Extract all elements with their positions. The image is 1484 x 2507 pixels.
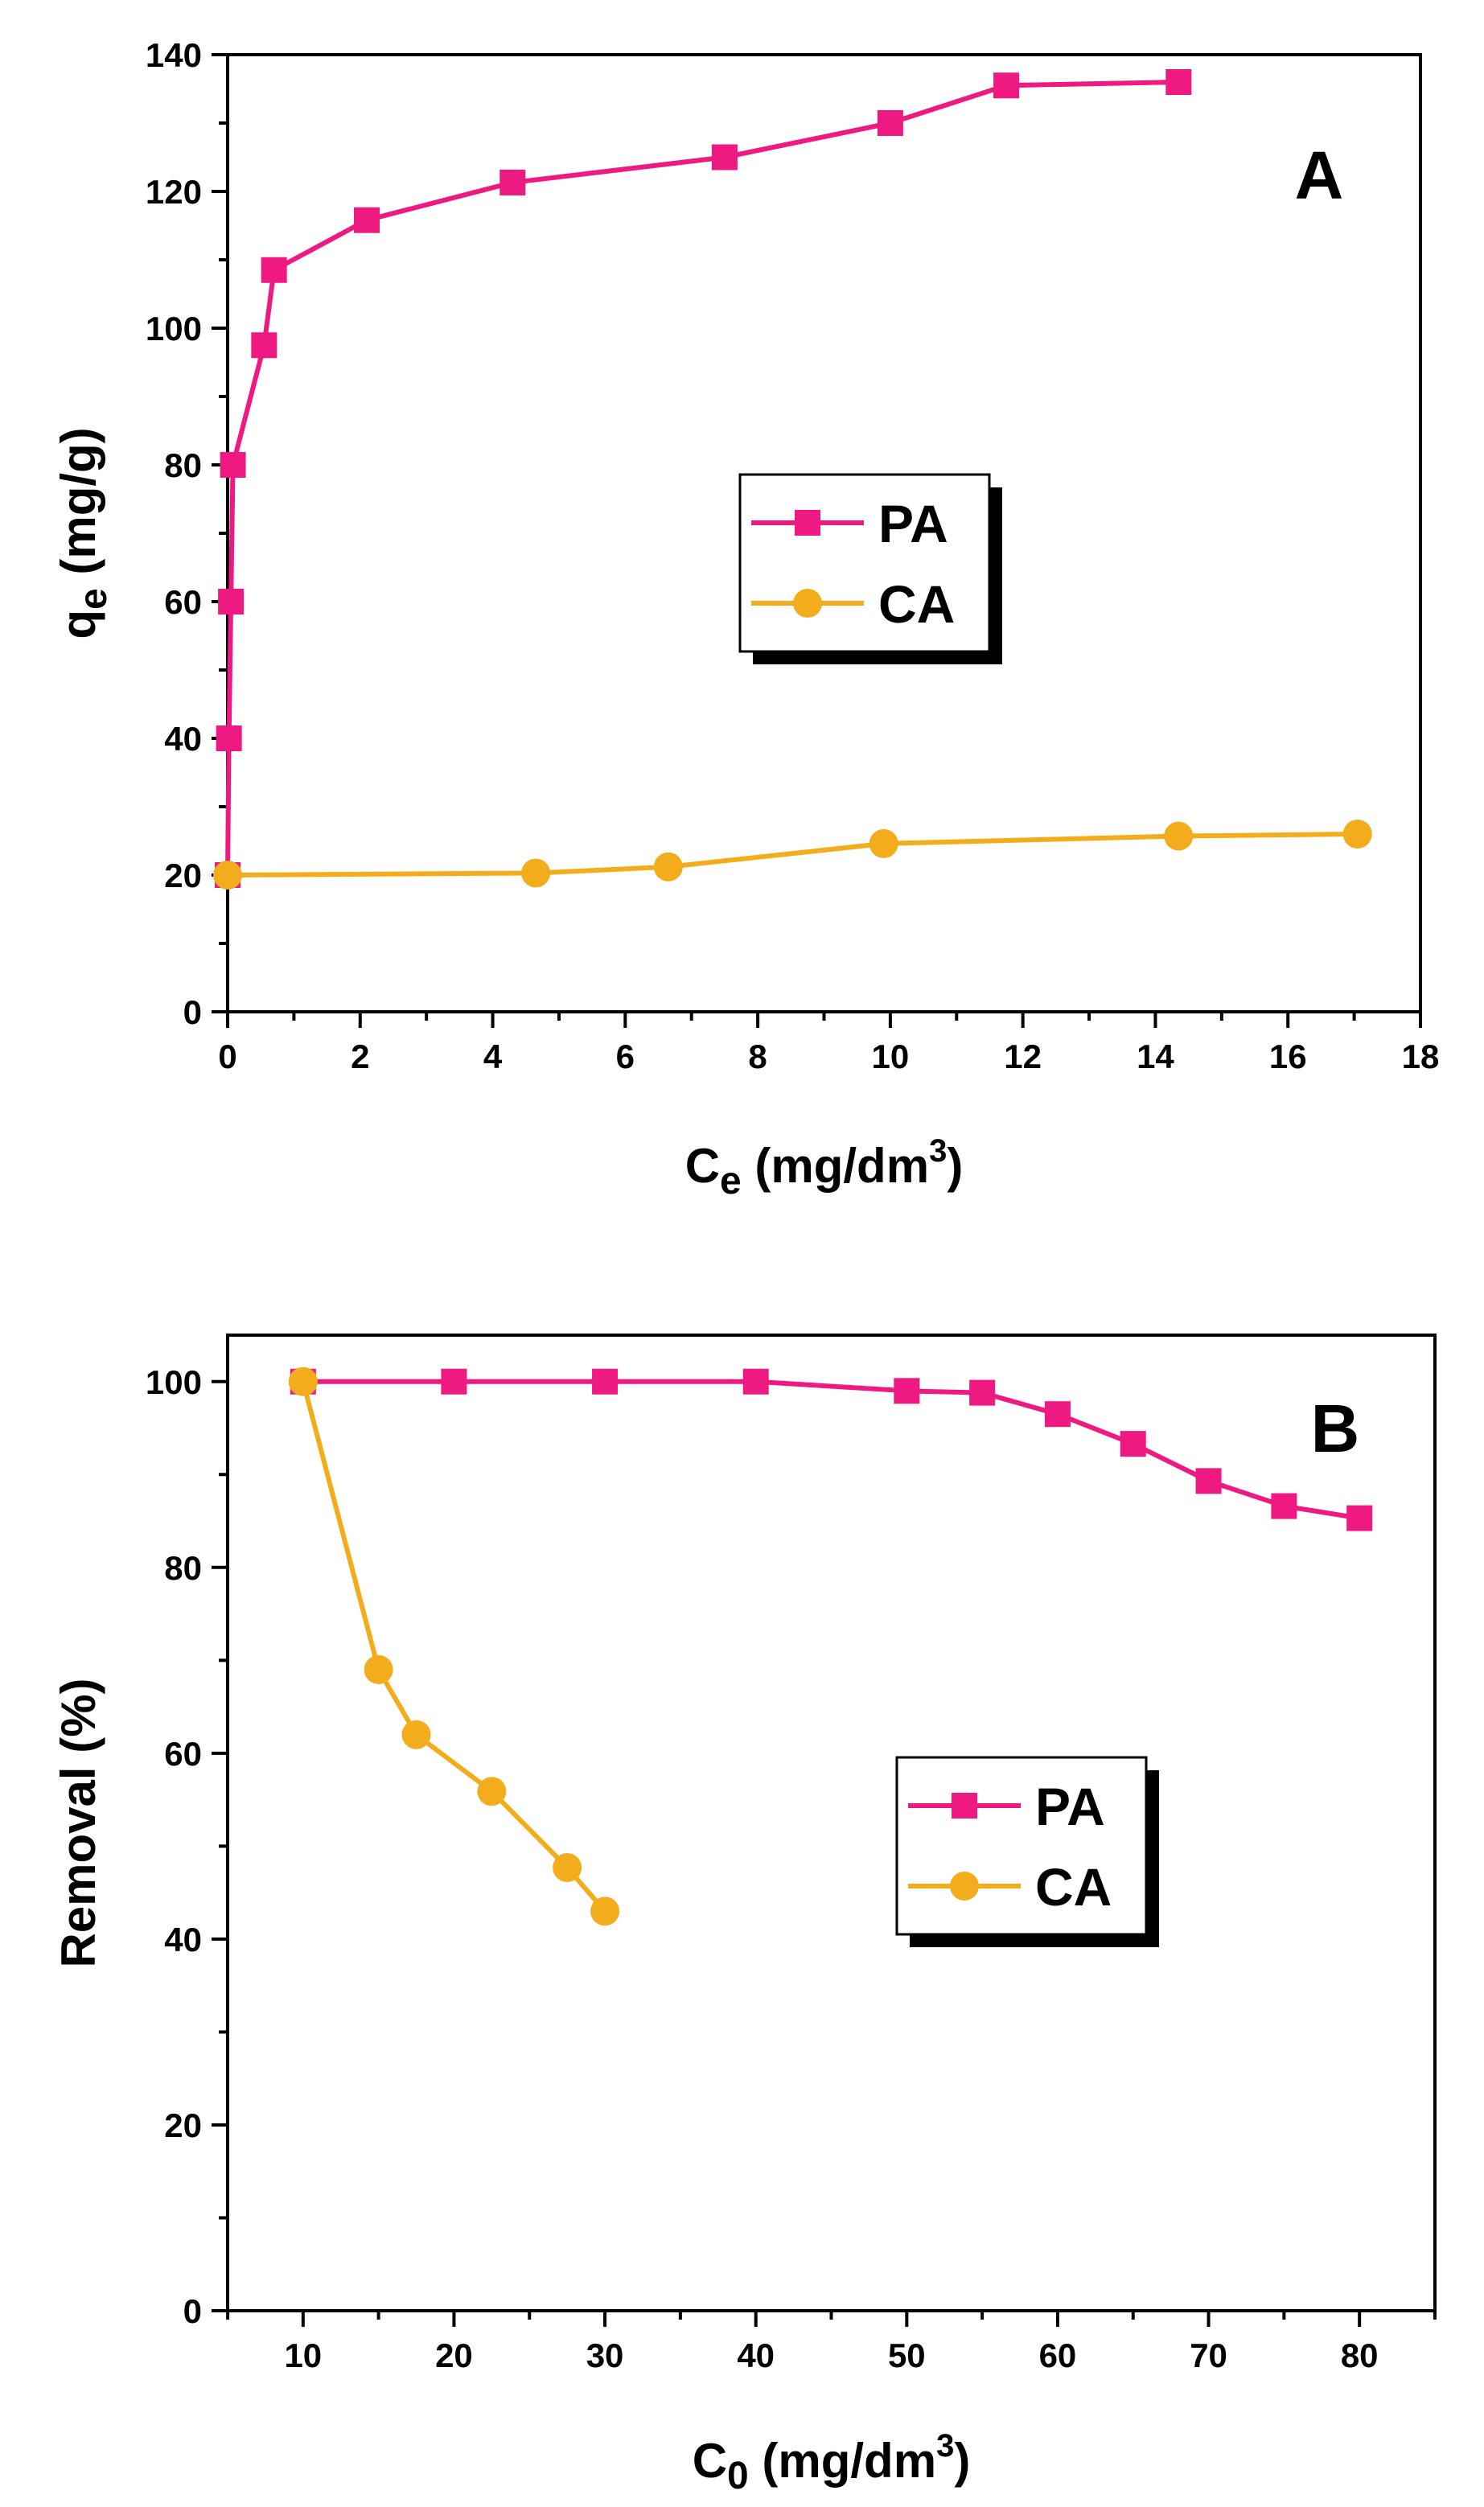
x-axis-title: C0 (mg/dm3) bbox=[693, 2428, 971, 2497]
x-tick-label: 30 bbox=[586, 2336, 624, 2374]
x-axis-title: Ce (mg/dm3) bbox=[685, 1133, 964, 1202]
y-axis-title: Removal (%) bbox=[51, 1678, 105, 1967]
x-tick-label: 6 bbox=[616, 1038, 635, 1075]
y-tick-label: 80 bbox=[164, 1549, 202, 1587]
legend-marker-ca bbox=[950, 1872, 979, 1901]
y-tick-label: 20 bbox=[164, 2106, 202, 2144]
x-tick-label: 4 bbox=[483, 1038, 503, 1075]
legend-label-ca: CA bbox=[1035, 1857, 1112, 1917]
data-point-ca bbox=[288, 1367, 318, 1396]
data-point-ca bbox=[364, 1654, 393, 1684]
data-point-pa bbox=[1044, 1401, 1071, 1428]
data-point-pa bbox=[877, 110, 903, 136]
data-point-pa bbox=[441, 1368, 467, 1395]
data-point-pa bbox=[218, 589, 245, 614]
y-tick-label: 100 bbox=[146, 310, 202, 347]
y-tick-label: 0 bbox=[183, 2292, 202, 2330]
x-tick-label: 12 bbox=[1004, 1038, 1042, 1075]
y-tick-label: 20 bbox=[164, 857, 202, 894]
data-point-pa bbox=[251, 332, 277, 359]
chart-panel-b: 10 20 30 40 50 60 70 80 0 20 40 60 80 100 C0 (mg/dm3) R… bbox=[51, 1334, 1437, 2497]
data-point-ca bbox=[1342, 820, 1372, 849]
y-tick-label: 80 bbox=[164, 446, 202, 484]
x-tick-label: 8 bbox=[748, 1038, 767, 1075]
legend-box bbox=[738, 473, 991, 653]
series-line-ca bbox=[300, 1381, 607, 1913]
data-point-pa bbox=[261, 257, 287, 283]
data-point-ca bbox=[401, 1720, 431, 1749]
x-tick-label: 14 bbox=[1137, 1038, 1174, 1075]
data-point-pa bbox=[1165, 69, 1192, 95]
data-point-pa bbox=[969, 1379, 996, 1406]
data-point-pa bbox=[894, 1378, 920, 1404]
x-tick-label: 18 bbox=[1402, 1038, 1440, 1075]
chart-panel-a: 0 2 4 6 8 10 12 14 16 18 0 20 40 60 80 100 120 140 Ce (mg/… bbox=[51, 36, 1439, 1202]
data-point-pa bbox=[354, 207, 380, 233]
data-point-pa bbox=[1271, 1493, 1297, 1519]
panel-label: B bbox=[1311, 1391, 1360, 1466]
y-tick-label: 120 bbox=[146, 173, 202, 211]
series-line-pa bbox=[225, 80, 1179, 876]
data-point-pa bbox=[993, 72, 1020, 99]
data-point-pa bbox=[499, 169, 526, 195]
x-tick-label: 50 bbox=[888, 2336, 926, 2374]
y-tick-label: 60 bbox=[164, 1735, 202, 1773]
data-point-ca bbox=[521, 858, 551, 888]
plot-frame bbox=[226, 1334, 1437, 2312]
y-axis-title: qe (mg/g) bbox=[51, 427, 115, 639]
legend-label-ca: CA bbox=[878, 574, 955, 634]
data-point-ca bbox=[653, 852, 683, 882]
legend: PA CA bbox=[738, 473, 1002, 664]
x-tick-label: 20 bbox=[435, 2336, 473, 2374]
data-point-ca bbox=[869, 828, 898, 858]
x-tick-label: 10 bbox=[284, 2336, 322, 2374]
legend-marker-pa bbox=[795, 510, 820, 536]
x-tick-label: 40 bbox=[737, 2336, 775, 2374]
legend: PA CA bbox=[895, 1756, 1159, 1947]
data-point-pa bbox=[711, 144, 738, 171]
series-line-ca bbox=[227, 832, 1358, 877]
y-tick-label: 140 bbox=[146, 36, 202, 74]
x-tick-label: 2 bbox=[351, 1038, 369, 1075]
data-point-pa bbox=[1346, 1505, 1373, 1531]
legend-label-pa: PA bbox=[878, 494, 948, 553]
series-line-pa bbox=[302, 1379, 1360, 1521]
y-tick-label: 60 bbox=[164, 583, 202, 621]
data-point-pa bbox=[216, 725, 242, 751]
data-point-pa bbox=[1195, 1468, 1222, 1494]
y-tick-label: 0 bbox=[183, 993, 202, 1031]
x-tick-label: 70 bbox=[1190, 2336, 1227, 2374]
data-point-pa bbox=[592, 1368, 619, 1395]
x-tick-label: 10 bbox=[872, 1038, 910, 1075]
y-tick-label: 40 bbox=[164, 720, 202, 758]
legend-label-pa: PA bbox=[1035, 1777, 1105, 1836]
data-point-ca bbox=[553, 1852, 582, 1882]
x-tick-label: 0 bbox=[218, 1038, 236, 1075]
legend-marker-ca bbox=[793, 589, 822, 618]
y-tick-label: 100 bbox=[146, 1363, 202, 1401]
legend-marker-pa bbox=[952, 1793, 977, 1819]
y-tick-label: 40 bbox=[164, 1921, 202, 1958]
data-point-pa bbox=[220, 452, 246, 478]
legend-box bbox=[895, 1756, 1148, 1936]
panel-label: A bbox=[1295, 138, 1344, 213]
x-tick-label: 16 bbox=[1269, 1038, 1307, 1075]
x-tick-label: 80 bbox=[1341, 2336, 1379, 2374]
x-tick-label: 60 bbox=[1039, 2336, 1077, 2374]
data-point-ca bbox=[213, 861, 242, 890]
data-point-ca bbox=[590, 1897, 620, 1926]
data-point-ca bbox=[477, 1777, 507, 1806]
data-point-ca bbox=[1164, 821, 1194, 851]
data-point-pa bbox=[742, 1368, 769, 1395]
data-point-pa bbox=[1120, 1431, 1146, 1457]
